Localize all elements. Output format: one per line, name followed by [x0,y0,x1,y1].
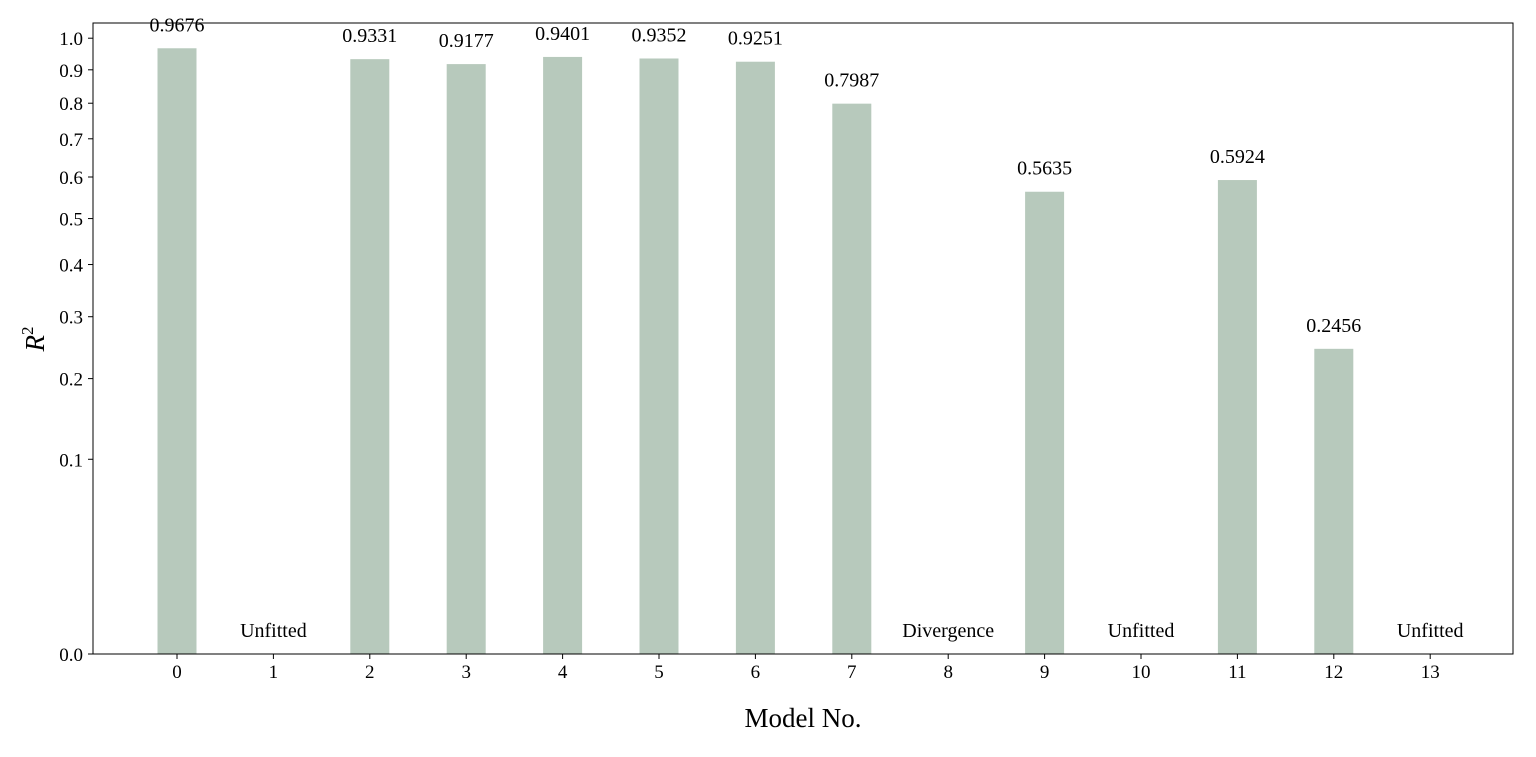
y-axis-title-base: R [20,335,50,353]
data-label: Unfitted [240,620,307,642]
x-tick-label: 4 [558,662,568,683]
data-label: 0.9352 [632,24,687,46]
y-tick-label: 0.4 [59,256,83,277]
bar-0 [157,48,197,655]
y-axis-title: R2 [18,327,50,353]
x-tick-label: 13 [1421,662,1440,683]
bar-7 [832,103,872,654]
plot-area: 0.00.10.20.30.40.50.60.70.80.91.00 1 2 3 4 5 6… [59,14,1514,683]
bar-6 [735,61,775,655]
data-label: Divergence [902,620,994,642]
x-axis-title: Model No. [745,703,862,733]
y-tick-label: 1.0 [59,29,83,50]
plot-frame [92,22,1514,655]
bar-2 [350,59,390,654]
bar-11 [1217,180,1257,654]
y-tick-label: 0.5 [59,210,83,231]
y-tick-label: 0.0 [59,645,83,666]
x-tick-label: 7 [847,662,857,683]
data-label: 0.5924 [1210,146,1265,168]
bar-3 [446,64,486,654]
data-label: 0.9177 [439,30,494,52]
data-label: 0.9251 [728,28,783,50]
bar-12 [1314,348,1354,654]
x-tick-label: 1 [269,662,279,683]
x-tick-label: 12 [1324,662,1343,683]
data-label: 0.9401 [535,23,590,45]
bar-5 [639,58,679,655]
data-label: 0.5635 [1017,158,1072,180]
data-label: Unfitted [1397,620,1464,642]
y-tick-label: 0.8 [59,94,83,115]
x-tick-label: 3 [461,662,471,683]
y-tick-label: 0.9 [59,61,83,82]
data-label: 0.2456 [1306,315,1361,337]
x-tick-label: 6 [751,662,761,683]
y-tick-label: 0.6 [59,168,83,189]
y-axis-title-superscript: 2 [18,327,37,336]
x-tick-label: 10 [1132,662,1151,683]
x-tick-label: 8 [943,662,953,683]
data-label: 0.7987 [824,70,879,92]
data-label: 0.9676 [150,14,205,36]
x-tick-label: 11 [1228,662,1246,683]
y-tick-label: 0.3 [59,308,83,329]
x-tick-label: 2 [365,662,375,683]
x-tick-label: 5 [654,662,664,683]
data-label: Unfitted [1108,620,1175,642]
y-tick-label: 0.1 [59,450,83,471]
y-tick-label: 0.7 [59,130,83,151]
data-label: 0.9331 [342,25,397,47]
bar-4 [543,56,583,655]
x-tick-label: 9 [1040,662,1050,683]
y-tick-label: 0.2 [59,370,83,391]
bar-9 [1025,191,1065,655]
x-tick-label: 0 [172,662,182,683]
